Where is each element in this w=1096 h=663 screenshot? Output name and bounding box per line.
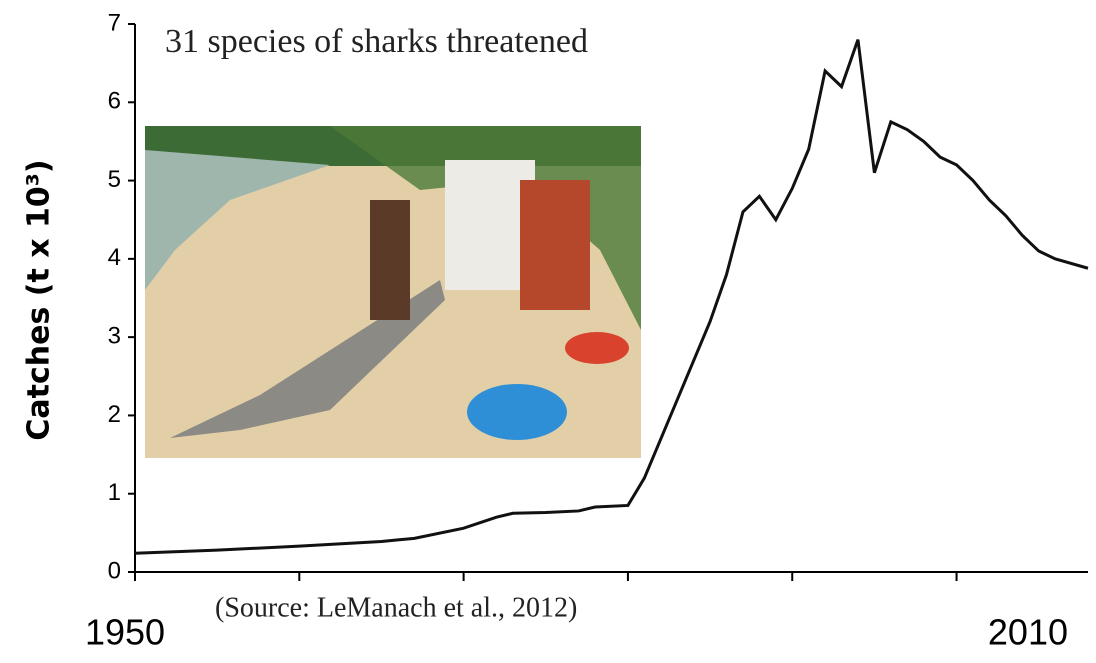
y-tick-label: 5 [108, 166, 121, 193]
y-tick-label: 6 [108, 88, 121, 115]
y-tick-label: 0 [108, 557, 121, 584]
photo [145, 126, 641, 458]
y-tick-label: 3 [108, 322, 121, 349]
y-axis-label: Catches (t x 10³) [22, 159, 57, 440]
x-tick-label: 2010 [988, 612, 1068, 653]
data-line [134, 39, 1089, 555]
source: (Source: LeManach et al., 2012) [215, 592, 577, 623]
y-tick-label: 1 [108, 479, 121, 506]
y-tick-label: 7 [108, 9, 121, 36]
y-tick-label: 2 [108, 401, 121, 428]
annotation: 31 species of sharks threatened [165, 23, 588, 60]
x-tick-label: 1950 [85, 612, 165, 653]
y-tick-label: 4 [108, 244, 121, 271]
